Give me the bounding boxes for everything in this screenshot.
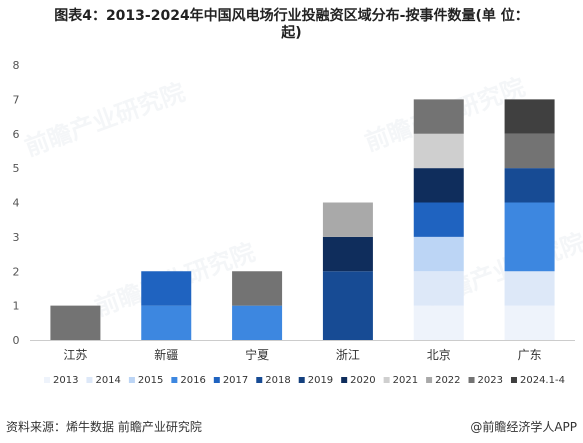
y-tick-label: 3 <box>13 231 20 244</box>
legend-swatch <box>256 377 263 383</box>
bar-segment <box>413 202 464 237</box>
legend-swatch <box>171 377 178 383</box>
y-tick-label: 1 <box>13 300 20 313</box>
chart-title-line-1: 图表4：2013-2024年中国风电场行业投融资区域分布-按事件数量(单 位： <box>54 8 529 24</box>
legend-label: 2023 <box>478 375 503 386</box>
legend-swatch <box>510 377 517 383</box>
legend-label: 2014 <box>95 375 120 386</box>
bar-segment <box>504 305 555 340</box>
x-tick-label: 江苏 <box>63 348 87 362</box>
y-tick-label: 7 <box>13 93 20 106</box>
bar-segment <box>504 133 555 169</box>
bar-segment <box>141 305 192 340</box>
legend-swatch <box>426 377 433 383</box>
y-tick-label: 6 <box>13 128 20 141</box>
bar-segment <box>413 99 464 134</box>
legend-swatch <box>86 377 93 383</box>
y-tick-label: 5 <box>13 162 20 175</box>
x-tick-label: 浙江 <box>336 348 360 362</box>
legend-swatch <box>44 377 50 383</box>
legend-swatch <box>128 377 135 383</box>
x-tick-label: 宁夏 <box>245 347 269 362</box>
legend-label: 2022 <box>435 375 460 386</box>
y-tick-label: 4 <box>13 197 20 210</box>
chart-title-line-2: 起) <box>281 25 302 41</box>
legend-label: 2020 <box>350 375 375 386</box>
bar-segment <box>504 202 555 272</box>
bar-segment <box>232 271 283 306</box>
legend-swatch <box>468 377 475 383</box>
brand-note: @前瞻经济学人APP <box>470 420 577 434</box>
y-tick-label: 8 <box>13 59 20 72</box>
x-tick-label: 新疆 <box>154 347 178 362</box>
bar-segment <box>504 99 555 134</box>
bar-segment <box>322 202 373 237</box>
y-tick-label: 2 <box>13 265 20 278</box>
bar-segment <box>413 236 464 272</box>
legend-swatch <box>383 377 390 383</box>
chart-title: 图表4：2013-2024年中国风电场行业投融资区域分布-按事件数量(单 位： … <box>0 8 583 42</box>
legend-label: 2021 <box>393 375 418 386</box>
x-tick-label: 广东 <box>518 348 542 362</box>
legend-label: 2016 <box>180 375 205 386</box>
legend-label: 2019 <box>308 375 333 386</box>
bar-segment <box>322 236 373 272</box>
legend-label: 2017 <box>223 375 248 386</box>
legend-label: 2015 <box>138 375 163 386</box>
y-tick-label: 0 <box>13 334 20 347</box>
legend-label: 2013 <box>53 375 78 386</box>
bar-segment <box>504 271 555 306</box>
bar-segment <box>232 305 283 340</box>
bar-segment <box>413 168 464 203</box>
bar-segment <box>322 271 373 340</box>
bar-segment <box>413 305 464 340</box>
source-note: 资料来源：烯牛数据 前瞻产业研究院 <box>6 420 202 434</box>
legend-label: 2018 <box>265 375 290 386</box>
legend-swatch <box>213 377 220 383</box>
bar-segment <box>504 168 555 203</box>
bar-segment <box>141 271 192 306</box>
legend-swatch <box>341 377 348 383</box>
legend-swatch <box>298 377 305 383</box>
bar-segment <box>50 305 101 340</box>
x-tick-label: 北京 <box>427 348 451 362</box>
bar-segment <box>413 271 464 306</box>
bar-segment <box>413 133 464 169</box>
legend-label: 2024.1-4 <box>520 375 565 386</box>
